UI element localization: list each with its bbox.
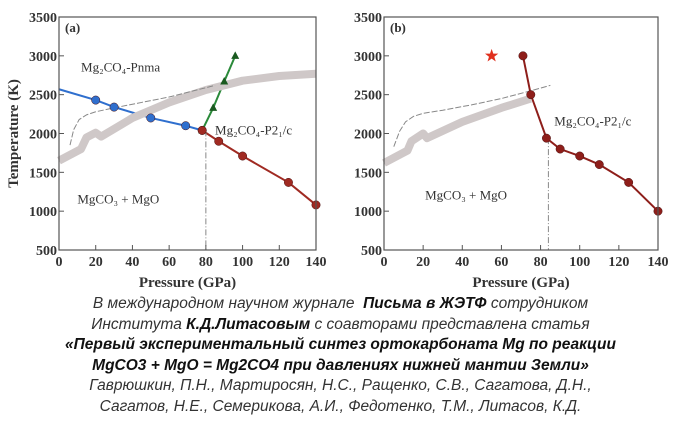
panel-label: (a) <box>65 20 80 35</box>
caption-text: Института <box>91 315 187 333</box>
data-point <box>575 151 585 161</box>
caption-text: Письма в ЖЭТФ <box>363 295 487 312</box>
phase-diagrams: 0 20 40 60 80 100 120 1405001000150020002500300… <box>6 11 669 291</box>
data-point <box>91 95 101 105</box>
caption-line: MgCO3 + MgO = Mg2CO4 при давлениях нижне… <box>0 356 681 377</box>
panel-label: (b) <box>390 20 406 35</box>
data-point <box>220 76 229 85</box>
x-tick-label: 120 <box>608 255 629 270</box>
y-tick-label: 2000 <box>29 128 57 143</box>
annotation: Mg₂CO₄-P2₁/c <box>554 114 631 129</box>
x-tick-label: 40 <box>125 255 139 270</box>
y-tick-label: 1000 <box>29 205 57 220</box>
annotation: Mg₂CO₄-P2₁/c <box>215 122 292 137</box>
y-tick-label: 3500 <box>354 11 382 26</box>
series-geotherm-band <box>57 69 317 165</box>
caption-line: «Первый экспериментальный синтез ортокар… <box>0 335 681 356</box>
panel-1: 0 20 40 60 80 100 120 140 500 1000 1500 2000 2500 300… <box>354 11 669 291</box>
caption: В международном научном журнале Письма в… <box>0 294 681 417</box>
x-tick-label: 0 <box>381 255 388 270</box>
y-tick-label: 1500 <box>29 166 57 181</box>
data-point <box>526 90 536 100</box>
data-point <box>555 144 565 154</box>
data-point <box>518 51 528 61</box>
caption-text: с соавторами представлена статья <box>310 315 590 333</box>
data-point <box>181 121 191 131</box>
caption-line: Сагатов, Н.Е., Семерикова, А.И., Федотен… <box>0 397 681 418</box>
annotation: MgCO₃ + MgO <box>425 188 507 203</box>
y-tick-label: 500 <box>361 244 382 259</box>
caption-text: В международном научном журнале <box>92 295 364 312</box>
data-point <box>238 151 248 161</box>
x-tick-label: 60 <box>162 255 176 270</box>
caption-text: MgCO3 + MgO = Mg2CO4 при давлениях нижне… <box>92 356 589 374</box>
x-tick-label: 100 <box>569 255 590 270</box>
x-tick-label: 80 <box>199 255 213 270</box>
y-tick-label: 2500 <box>354 89 382 104</box>
caption-text: К.Д.Литасовым <box>186 315 311 333</box>
caption-text: Сагатов, Н.Е., Семерикова, А.И., Федотен… <box>99 397 582 415</box>
x-axis-label: Pressure (GPa) <box>139 275 236 291</box>
data-point <box>109 102 119 112</box>
annotation: Mg₂CO₄-Pnma <box>81 59 160 74</box>
x-tick-label: 20 <box>416 255 430 270</box>
y-tick-label: 1000 <box>354 205 382 220</box>
star-marker <box>484 48 499 62</box>
x-tick-label: 0 <box>56 255 63 270</box>
y-tick-label: 1500 <box>354 166 382 181</box>
caption-line: Института К.Д.Литасовым с соавторами пре… <box>0 315 681 336</box>
y-tick-label: 3500 <box>29 11 57 26</box>
data-point <box>541 133 551 143</box>
x-tick-label: 140 <box>648 255 669 270</box>
series-geotherm-band <box>382 94 532 167</box>
y-tick-label: 2000 <box>354 128 382 143</box>
annotation: MgCO₃ + MgO <box>77 191 159 206</box>
x-tick-label: 140 <box>306 255 327 270</box>
data-point <box>231 51 240 59</box>
x-tick-label: 60 <box>494 255 508 270</box>
x-tick-label: 120 <box>269 255 290 270</box>
series-p21c-decomposition <box>521 55 659 212</box>
y-tick-label: 3000 <box>29 50 57 65</box>
caption-line: Гаврюшкин, П.Н., Мартиросян, Н.С., Ращен… <box>0 376 681 397</box>
data-point <box>209 103 218 111</box>
x-tick-label: 40 <box>455 255 469 270</box>
data-point <box>624 177 634 187</box>
data-point <box>197 125 207 135</box>
panel-0: 0 20 40 60 80 100 120 140 500 1000 1500 2000 2500 300… <box>6 11 327 291</box>
caption-text: «Первый экспериментальный синтез ортокар… <box>65 336 616 353</box>
data-point <box>594 160 604 170</box>
y-tick-label: 2500 <box>29 89 57 104</box>
data-point <box>146 113 156 123</box>
y-axis-label: Temperature (K) <box>6 79 22 188</box>
x-tick-label: 100 <box>232 255 253 270</box>
caption-text: сотрудником <box>486 295 589 312</box>
data-point <box>284 177 293 187</box>
y-tick-label: 500 <box>36 244 57 259</box>
x-axis-label: Pressure (GPa) <box>472 275 569 291</box>
series-pnma-melting <box>201 55 237 131</box>
data-point <box>214 136 224 146</box>
caption-text: Гаврюшкин, П.Н., Мартиросян, Н.С., Ращен… <box>89 377 592 394</box>
series-dashed-curve <box>69 84 216 146</box>
x-tick-label: 80 <box>534 255 548 270</box>
x-tick-label: 20 <box>89 255 103 270</box>
y-tick-label: 3000 <box>354 50 382 65</box>
caption-line: В международном научном журнале Письма в… <box>0 294 681 315</box>
series-dashed-curve <box>393 84 551 147</box>
